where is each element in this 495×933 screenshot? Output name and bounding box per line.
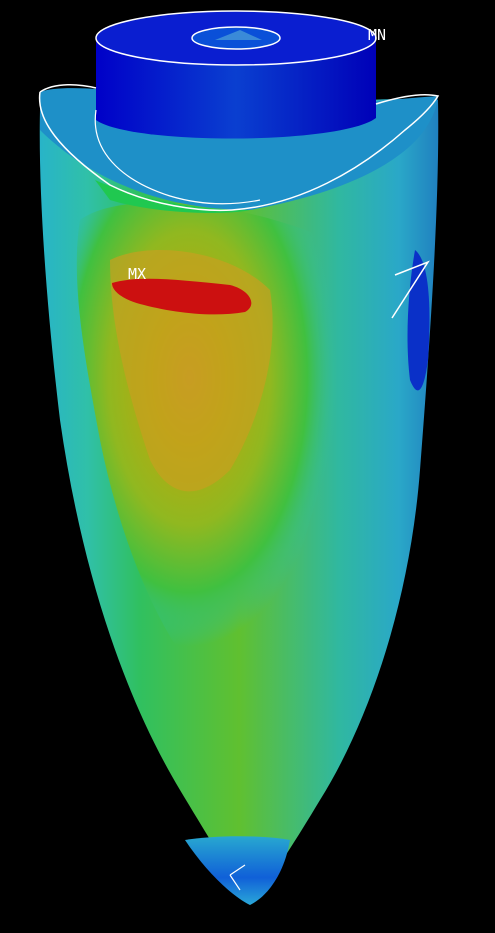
collar-inner-edge (94, 109, 261, 205)
collar-edge-line (38, 91, 440, 212)
hole-inner-shade (215, 30, 262, 40)
right-wedge-line (391, 260, 430, 319)
collar-top-edge (39, 84, 97, 93)
max-label: MX (128, 265, 146, 283)
collar-green-rim (95, 180, 250, 213)
min-label: MN (368, 26, 386, 44)
tip-edge-line (229, 864, 246, 891)
cylinder-side (96, 38, 376, 139)
max-stress-region (112, 278, 252, 315)
